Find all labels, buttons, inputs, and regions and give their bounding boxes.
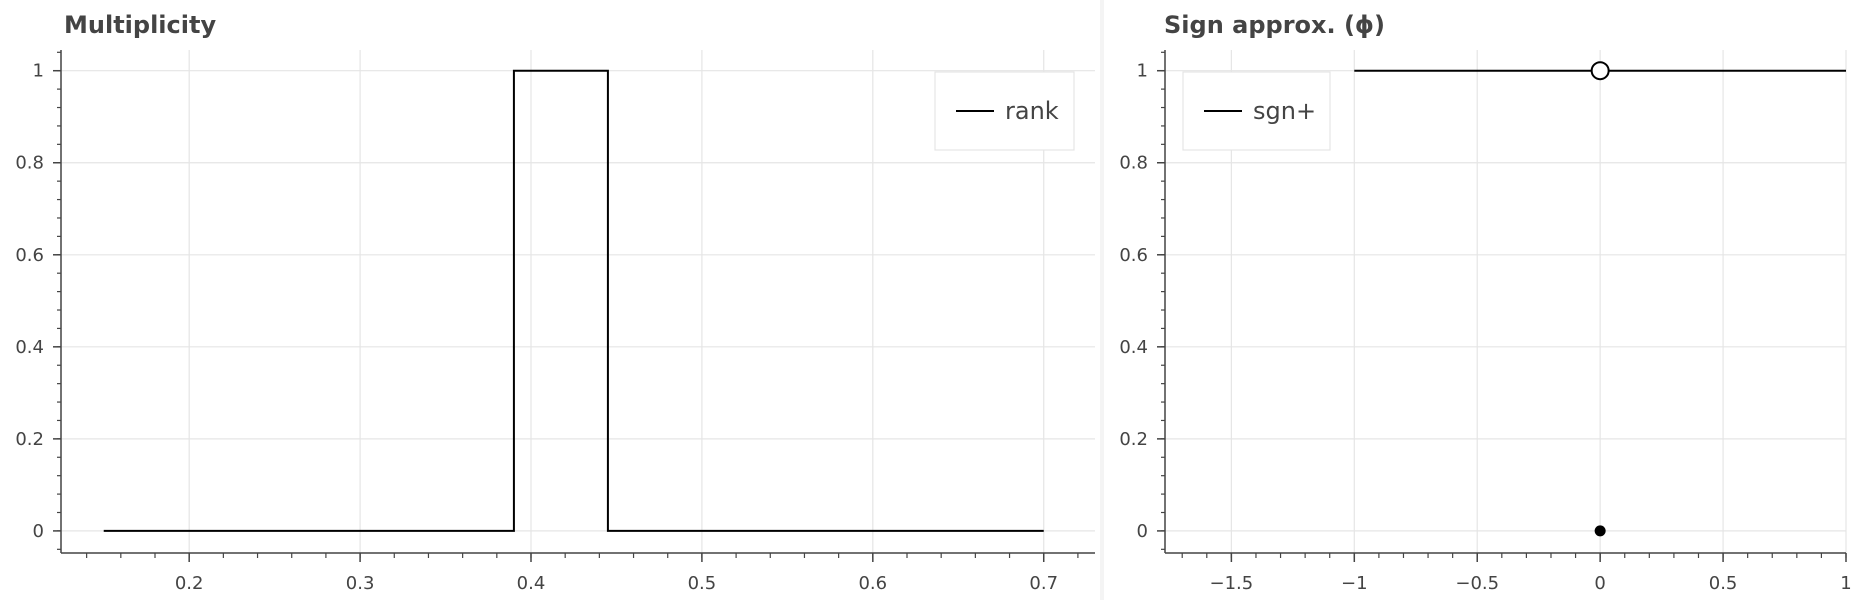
y-tick-label: 0.8 [1119,153,1148,174]
x-tick-label: 0 [1594,573,1605,594]
y-tick-label: 1 [33,61,44,82]
x-tick-label: 1 [1840,573,1851,594]
y-tick-label: 0.8 [15,153,44,174]
x-tick-label: 0.5 [688,573,717,594]
x-tick-label: −0.5 [1455,573,1499,594]
y-tick-label: 0 [33,521,44,542]
x-tick-label: 0.2 [175,573,204,594]
y-tick-label: 0.4 [1119,337,1148,358]
series-line-rank [103,69,1044,532]
x-tick-label: 0.4 [517,573,546,594]
y-tick-label: 0.6 [1119,245,1148,266]
x-tick-label: 0.5 [1709,573,1738,594]
y-tick-label: 0.6 [15,245,44,266]
panel-background [0,0,1100,600]
y-tick-label: 1 [1137,61,1148,82]
y-tick-label: 0.2 [15,429,44,450]
y-tick-label: 0 [1137,521,1148,542]
legend-label: sgn+ [1253,97,1316,125]
open-circle-marker [1590,61,1610,81]
x-tick-label: 0.6 [858,573,887,594]
legend-label: rank [1005,97,1059,125]
y-tick-label: 0.2 [1119,429,1148,450]
chart-title: Sign approx. (ϕ) [1164,11,1385,39]
legend-box [934,71,1075,151]
legend: rank [934,71,1075,151]
x-tick-label: −1 [1341,573,1368,594]
y-tick-label: 0.4 [15,337,44,358]
legend: sgn+ [1182,71,1331,151]
x-tick-label: 0.7 [1029,573,1058,594]
chart-title: Multiplicity [64,11,216,39]
x-tick-label: 0.3 [346,573,375,594]
x-tick-label: −1.5 [1210,573,1254,594]
chart-panel-2: Sign approx. (ϕ) −1.5 −1 −0.5 0 0.5 1 0 0.2 0.4 0.… [1104,0,1854,600]
filled-dot-marker [1594,525,1606,537]
chart-panel-1: Multiplicity 0.2 0.3 0.4 0.5 0.6 0.7 0 0.2 0.4 0.6… [0,0,1100,600]
